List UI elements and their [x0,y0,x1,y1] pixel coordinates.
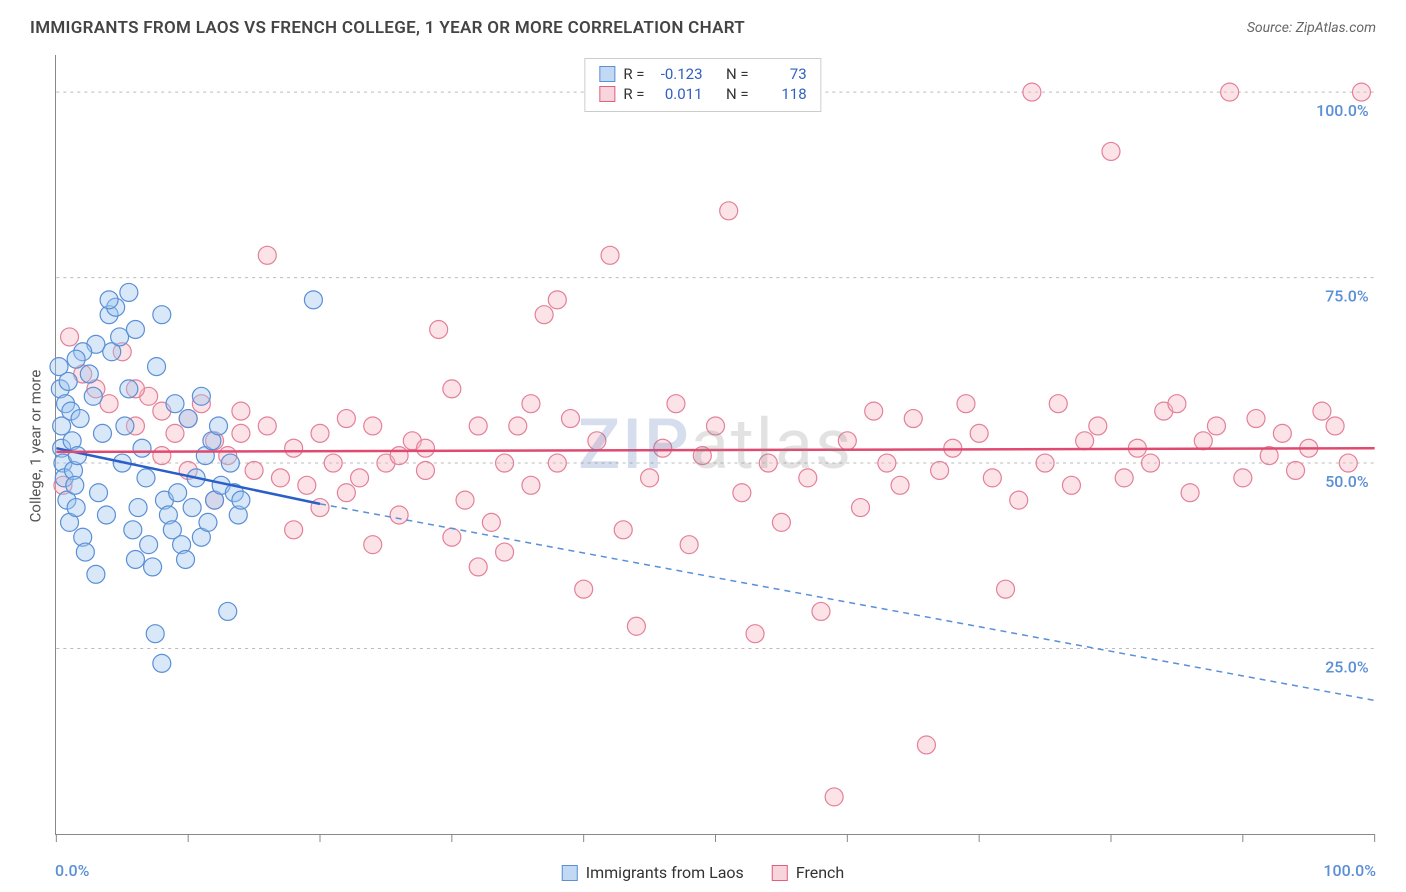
legend-item-blue: Immigrants from Laos [562,863,744,882]
legend-label-pink: French [796,863,844,882]
plot-svg: 25.0% 50.0% 75.0% 100.0% [56,55,1375,834]
scatter-plot: 25.0%50.0%75.0%100.0% ZIPatlas [55,55,1375,835]
n-label: N = [726,85,749,103]
legend-label-blue: Immigrants from Laos [586,863,744,882]
legend-row-pink: R = 0.011 N = 118 [599,85,806,103]
x-axis-end-label: 100.0% [1323,861,1376,880]
r-label: R = [623,65,644,83]
svg-text:50.0%: 50.0% [1325,472,1369,491]
title-bar: IMMIGRANTS FROM LAOS VS FRENCH COLLEGE, … [30,18,1376,38]
r-label: R = [623,85,644,103]
series-legend: Immigrants from Laos French [562,863,844,882]
n-value-blue: 73 [757,65,807,83]
svg-text:75.0%: 75.0% [1325,287,1369,306]
swatch-blue-icon [599,66,615,82]
legend-row-blue: R = -0.123 N = 73 [599,65,806,83]
swatch-pink-icon [772,865,788,881]
y-axis-label: College, 1 year or more [26,370,44,523]
r-value-pink: 0.011 [653,85,703,103]
swatch-blue-icon [562,865,578,881]
svg-text:100.0%: 100.0% [1316,101,1369,120]
x-axis-start-label: 0.0% [55,861,89,880]
svg-text:25.0%: 25.0% [1325,657,1369,676]
r-value-blue: -0.123 [653,65,703,83]
legend-item-pink: French [772,863,844,882]
swatch-pink-icon [599,86,615,102]
correlation-legend: R = -0.123 N = 73 R = 0.011 N = 118 [584,58,821,112]
chart-title: IMMIGRANTS FROM LAOS VS FRENCH COLLEGE, … [30,18,745,38]
y-axis-label-container: College, 1 year or more [20,0,50,892]
source-attribution: Source: ZipAtlas.com [1247,20,1376,36]
n-value-pink: 118 [757,85,807,103]
n-label: N = [726,65,749,83]
